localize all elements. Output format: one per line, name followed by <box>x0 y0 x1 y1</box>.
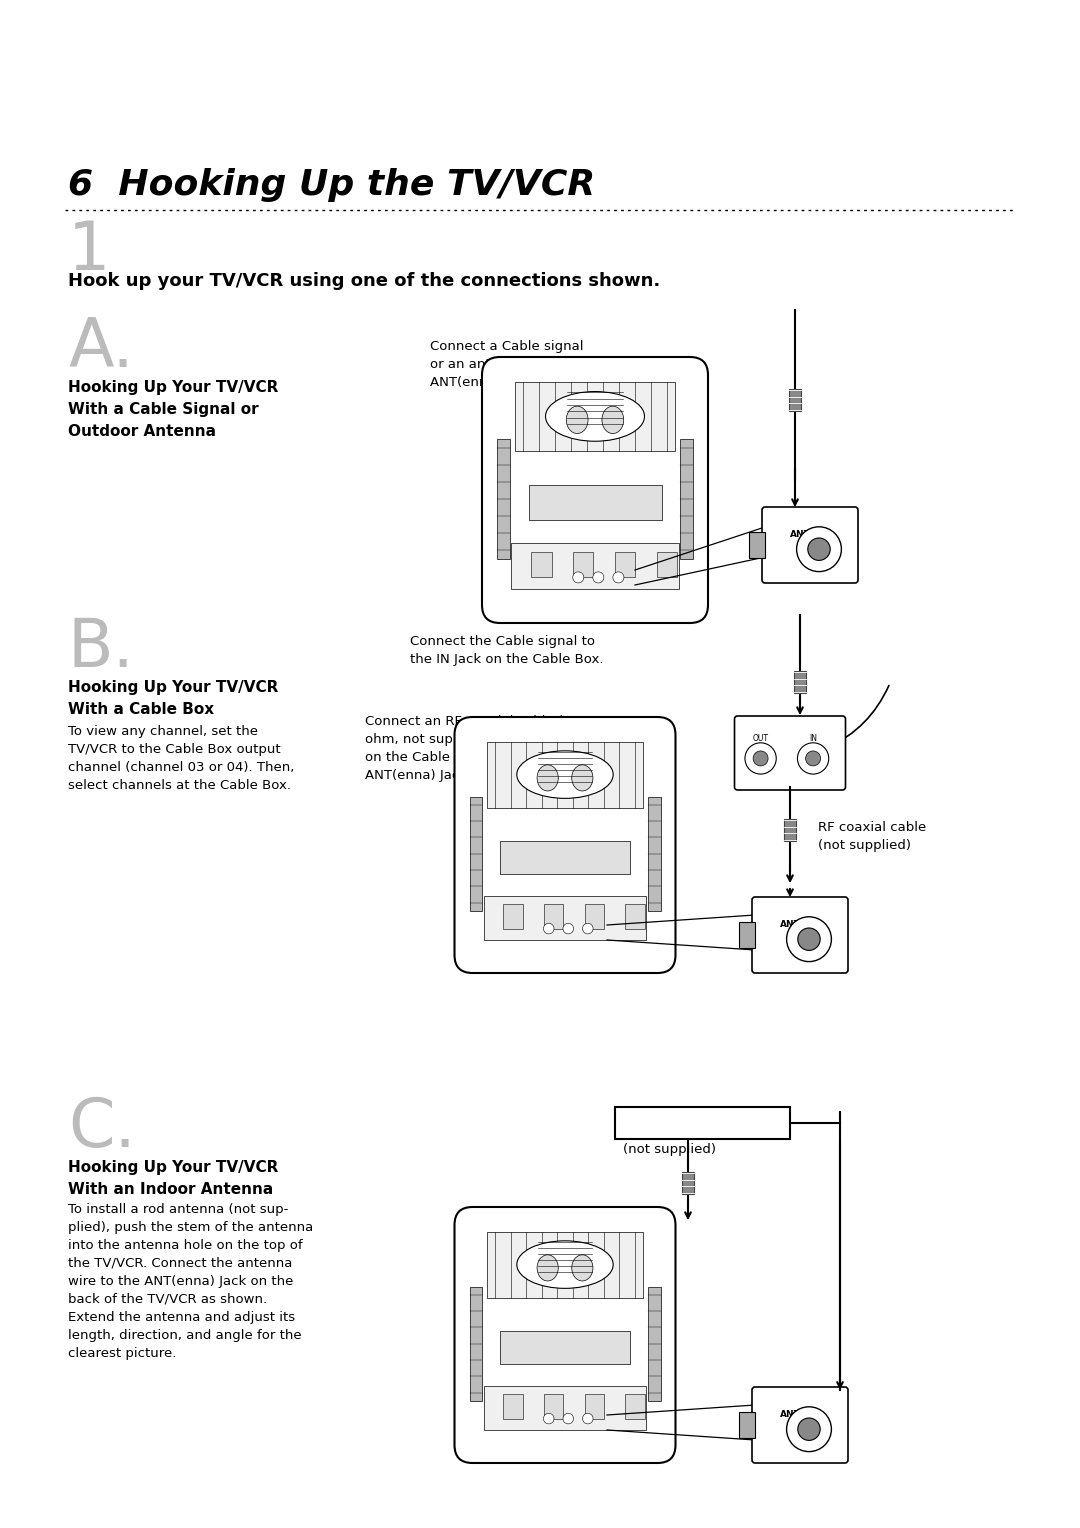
Text: ANT.: ANT. <box>780 920 802 929</box>
Text: B.: B. <box>68 614 135 681</box>
Text: Hooking Up Your TV/VCR
With an Indoor Antenna: Hooking Up Your TV/VCR With an Indoor An… <box>68 1160 279 1198</box>
Text: C.: C. <box>68 1096 136 1161</box>
Text: Hook up your TV/VCR using one of the connections shown.: Hook up your TV/VCR using one of the con… <box>68 272 660 290</box>
Text: ANT.: ANT. <box>789 530 812 539</box>
Circle shape <box>798 1418 820 1441</box>
Text: (not supplied): (not supplied) <box>623 1143 716 1157</box>
Ellipse shape <box>571 766 593 792</box>
Circle shape <box>808 538 831 561</box>
Bar <box>470 1287 483 1401</box>
Bar <box>784 819 796 842</box>
Text: 6  Hooking Up the TV/VCR: 6 Hooking Up the TV/VCR <box>68 168 595 202</box>
Bar <box>531 552 552 578</box>
Ellipse shape <box>566 406 589 434</box>
Text: Hooking Up Your TV/VCR
With a Cable Signal or
Outdoor Antenna: Hooking Up Your TV/VCR With a Cable Sign… <box>68 380 279 440</box>
Bar <box>497 440 511 559</box>
Bar <box>500 1331 630 1363</box>
Bar <box>503 905 523 929</box>
Bar <box>487 1232 643 1297</box>
Bar <box>528 486 661 520</box>
FancyBboxPatch shape <box>762 507 858 584</box>
Bar <box>657 552 677 578</box>
Bar <box>788 388 801 411</box>
Bar <box>544 1395 564 1418</box>
Circle shape <box>786 917 832 961</box>
FancyBboxPatch shape <box>482 358 708 623</box>
Circle shape <box>753 750 768 766</box>
Text: Hooking Up Your TV/VCR
With a Cable Box: Hooking Up Your TV/VCR With a Cable Box <box>68 680 279 717</box>
Bar <box>739 1412 755 1438</box>
FancyBboxPatch shape <box>752 1387 848 1462</box>
Circle shape <box>582 923 593 934</box>
Circle shape <box>798 927 820 950</box>
Bar <box>681 1172 694 1195</box>
Circle shape <box>806 750 821 766</box>
Bar <box>679 440 693 559</box>
FancyBboxPatch shape <box>455 717 675 973</box>
Bar <box>616 552 635 578</box>
Bar <box>584 1395 604 1418</box>
Ellipse shape <box>537 1254 558 1280</box>
Bar <box>573 552 593 578</box>
Text: Connect the Cable signal to
the IN Jack on the Cable Box.: Connect the Cable signal to the IN Jack … <box>410 636 604 666</box>
Circle shape <box>797 527 841 571</box>
Text: ANT.: ANT. <box>780 1410 802 1420</box>
Text: OUT: OUT <box>753 733 769 743</box>
Bar <box>484 895 647 940</box>
Bar <box>648 796 661 911</box>
Circle shape <box>593 571 604 582</box>
Bar <box>739 923 755 947</box>
Text: Connect an RF coaxial cable (75-
ohm, not supplied) to the OUT Jack
on the Cable: Connect an RF coaxial cable (75- ohm, no… <box>365 715 598 782</box>
Text: 1: 1 <box>68 219 110 284</box>
Bar <box>794 671 807 694</box>
Bar <box>470 796 483 911</box>
Bar <box>625 905 645 929</box>
Circle shape <box>612 571 624 582</box>
Text: A.: A. <box>68 315 134 380</box>
Ellipse shape <box>545 391 645 442</box>
Circle shape <box>543 1413 554 1424</box>
Text: RF coaxial cable
(not supplied): RF coaxial cable (not supplied) <box>818 821 927 853</box>
Bar <box>544 905 564 929</box>
Text: Connect a Cable signal
or an antenna to the
ANT(enna) Jack.: Connect a Cable signal or an antenna to … <box>430 341 583 390</box>
Bar <box>584 905 604 929</box>
Bar <box>515 382 675 451</box>
Bar <box>500 840 630 874</box>
Text: To view any channel, set the
TV/VCR to the Cable Box output
channel (channel 03 : To view any channel, set the TV/VCR to t… <box>68 724 295 792</box>
Bar <box>484 1386 647 1430</box>
Bar <box>648 1287 661 1401</box>
Bar <box>748 532 765 558</box>
Circle shape <box>572 571 584 582</box>
Circle shape <box>582 1413 593 1424</box>
Text: Rod Antenna: Rod Antenna <box>623 1111 719 1125</box>
Ellipse shape <box>517 1241 613 1288</box>
FancyBboxPatch shape <box>752 897 848 973</box>
Ellipse shape <box>517 750 613 798</box>
Circle shape <box>563 923 573 934</box>
Bar <box>615 1106 789 1138</box>
Ellipse shape <box>602 406 623 434</box>
FancyBboxPatch shape <box>455 1207 675 1462</box>
Bar <box>625 1395 645 1418</box>
Bar <box>512 542 678 588</box>
Bar <box>503 1395 523 1418</box>
Ellipse shape <box>537 766 558 792</box>
Circle shape <box>563 1413 573 1424</box>
Circle shape <box>745 743 777 775</box>
Circle shape <box>786 1407 832 1452</box>
Circle shape <box>543 923 554 934</box>
Bar <box>487 741 643 808</box>
Circle shape <box>797 743 828 775</box>
Ellipse shape <box>571 1254 593 1280</box>
Text: To install a rod antenna (not sup-
plied), push the stem of the antenna
into the: To install a rod antenna (not sup- plied… <box>68 1203 313 1360</box>
FancyBboxPatch shape <box>734 717 846 790</box>
Text: IN: IN <box>809 733 818 743</box>
